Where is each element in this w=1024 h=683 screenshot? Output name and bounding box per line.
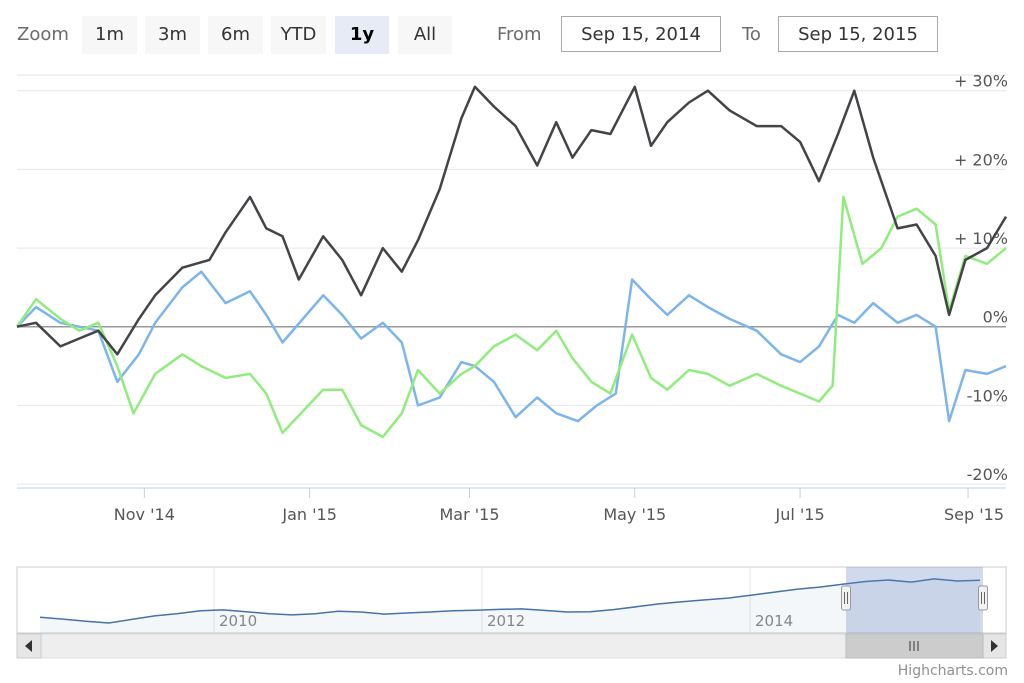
- zoom-button-6m[interactable]: 6m: [208, 16, 263, 54]
- scrollbar-track[interactable]: [16, 633, 1007, 659]
- chevron-left-icon: [25, 640, 32, 652]
- navigator-area: [40, 578, 980, 633]
- x-tick-label: Nov '14: [114, 505, 175, 524]
- from-label: From: [497, 24, 542, 45]
- navigator-year-label: 2014: [755, 612, 793, 630]
- zoom-label: Zoom: [17, 24, 69, 45]
- y-tick-label: -10%: [967, 386, 1008, 405]
- chevron-right-icon: [991, 640, 998, 652]
- series-line-blue: [16, 270, 1007, 423]
- x-tick-label: Jan '15: [281, 505, 337, 524]
- series-line-green: [15, 195, 1007, 439]
- x-tick-label: Jul '15: [774, 505, 824, 524]
- navigator-handle-left[interactable]: [841, 585, 851, 611]
- y-tick-label: -20%: [967, 465, 1008, 484]
- zoom-button-all[interactable]: All: [398, 16, 452, 54]
- scrollbar[interactable]: [16, 633, 1007, 659]
- navigator-handle-right[interactable]: [978, 585, 988, 611]
- navigator-selection[interactable]: [846, 567, 983, 633]
- zoom-button-1y[interactable]: 1y: [335, 16, 389, 54]
- x-tick-label: May '15: [603, 505, 666, 524]
- y-axis-labels: + 30% + 20% + 10% 0% -10% -20%: [954, 72, 1008, 484]
- from-date-input[interactable]: Sep 15, 2014: [561, 16, 721, 52]
- credits-link[interactable]: Highcharts.com: [897, 663, 1008, 679]
- zoom-button-ytd[interactable]: YTD: [271, 16, 326, 54]
- to-label: To: [742, 24, 761, 45]
- zoom-button-3m[interactable]: 3m: [145, 16, 200, 54]
- navigator-year-label: 2012: [487, 612, 525, 630]
- grid-lines: [17, 74, 1006, 489]
- x-tick-label: Sep '15: [944, 505, 1004, 524]
- navigator-line: [39, 578, 981, 624]
- x-tick-label: Mar '15: [439, 505, 499, 524]
- series-lines: [15, 85, 1008, 439]
- x-axis-labels: Nov '14 Jan '15 Mar '15 May '15 Jul '15 Sep '…: [114, 488, 1004, 524]
- navigator[interactable]: 2010 2012 2014: [16, 566, 1007, 634]
- to-date-input[interactable]: Sep 15, 2015: [778, 16, 938, 52]
- y-tick-label: + 20%: [954, 150, 1008, 169]
- y-tick-label: + 10%: [954, 229, 1008, 248]
- series-line-black: [16, 85, 1008, 356]
- navigator-year-label: 2010: [219, 612, 257, 630]
- zoom-button-1m[interactable]: 1m: [82, 16, 137, 54]
- y-tick-label: 0%: [983, 308, 1008, 327]
- y-tick-label: + 30%: [954, 72, 1008, 91]
